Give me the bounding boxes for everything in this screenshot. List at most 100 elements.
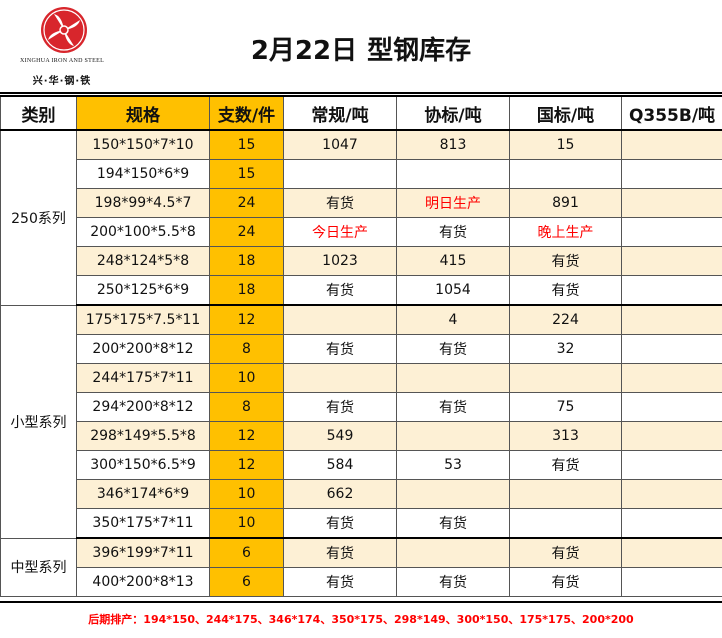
- regular-cell: 1047: [283, 129, 397, 160]
- table-row: 300*150*6.5*9 12 584 53 有货: [1, 450, 722, 480]
- table-row: 194*150*6*9 15: [1, 159, 722, 189]
- count-cell: 18: [209, 275, 284, 306]
- xinghua-logo-icon: [41, 7, 87, 53]
- assoc-cell: [396, 537, 510, 568]
- assoc-cell: 有货: [396, 508, 510, 539]
- count-cell: 10: [209, 479, 284, 509]
- spec-cell: 244*175*7*11: [76, 363, 210, 393]
- count-cell: 10: [209, 363, 284, 393]
- q355b-cell: [621, 304, 722, 335]
- national-cell: 224: [509, 304, 622, 335]
- sheet-header: XINGHUA IRON AND STEEL 兴·华·钢·铁 2月22日 型钢库存: [0, 0, 722, 94]
- assoc-cell: [396, 421, 510, 451]
- count-cell: 15: [209, 159, 284, 189]
- q355b-cell: [621, 479, 722, 509]
- col-header-count: 支数/件: [209, 95, 284, 131]
- spec-cell: 150*150*7*10: [76, 129, 210, 160]
- count-cell: 12: [209, 421, 284, 451]
- spec-cell: 194*150*6*9: [76, 159, 210, 189]
- table-row: 244*175*7*11 10: [1, 363, 722, 393]
- company-logo: XINGHUA IRON AND STEEL 兴·华·钢·铁: [6, 6, 118, 90]
- q355b-cell: [621, 450, 722, 480]
- spec-cell: 198*99*4.5*7: [76, 188, 210, 218]
- regular-cell: 有货: [283, 508, 397, 539]
- count-cell: 8: [209, 392, 284, 422]
- spec-cell: 175*175*7.5*11: [76, 304, 210, 335]
- regular-cell: 有货: [283, 537, 397, 568]
- col-header-category: 类别: [0, 95, 77, 131]
- table-row: 248*124*5*8 18 1023 415 有货: [1, 246, 722, 276]
- national-cell: [509, 508, 622, 539]
- q355b-cell: [621, 537, 722, 568]
- regular-cell: [283, 304, 397, 335]
- col-header-assoc: 协标/吨: [396, 95, 510, 131]
- assoc-cell: 明日生产: [396, 188, 510, 218]
- spec-cell: 346*174*6*9: [76, 479, 210, 509]
- table-row: 298*149*5.5*8 12 549 313: [1, 421, 722, 451]
- category-cell: 小型系列: [0, 304, 77, 539]
- count-cell: 8: [209, 334, 284, 364]
- assoc-cell: 1054: [396, 275, 510, 306]
- regular-cell: 584: [283, 450, 397, 480]
- regular-cell: 有货: [283, 275, 397, 306]
- assoc-cell: 415: [396, 246, 510, 276]
- spec-cell: 250*125*6*9: [76, 275, 210, 306]
- production-schedule-note: 后期排产：194*150、244*175、346*174、350*175、298…: [0, 601, 722, 638]
- q355b-cell: [621, 508, 722, 539]
- title-date: 2月22日: [250, 36, 358, 66]
- spec-cell: 298*149*5.5*8: [76, 421, 210, 451]
- q355b-cell: [621, 275, 722, 306]
- national-cell: [509, 363, 622, 393]
- assoc-cell: [396, 159, 510, 189]
- assoc-cell: 813: [396, 129, 510, 160]
- spec-cell: 400*200*8*13: [76, 567, 210, 597]
- regular-cell: 662: [283, 479, 397, 509]
- count-cell: 12: [209, 304, 284, 335]
- table-row: 250系列 150*150*7*10 15 1047 813 15: [0, 129, 722, 306]
- assoc-cell: 53: [396, 450, 510, 480]
- national-cell: 有货: [509, 275, 622, 306]
- table-row: 198*99*4.5*7 24 有货 明日生产 891: [1, 188, 722, 218]
- spec-cell: 200*200*8*12: [76, 334, 210, 364]
- q355b-cell: [621, 334, 722, 364]
- table-row: 200*200*8*12 8 有货 有货 32: [1, 334, 722, 364]
- header-row: 类别 规格 支数/件 常规/吨 协标/吨 国标/吨 Q355B/吨: [0, 95, 722, 131]
- count-cell: 6: [209, 537, 284, 568]
- regular-cell: [283, 363, 397, 393]
- regular-cell: 有货: [283, 334, 397, 364]
- q355b-cell: [621, 392, 722, 422]
- spec-cell: 294*200*8*12: [76, 392, 210, 422]
- table-row: 小型系列 175*175*7.5*11 12 4 224: [0, 304, 722, 539]
- national-cell: 313: [509, 421, 622, 451]
- table-row: 350*175*7*11 10 有货 有货: [1, 508, 722, 539]
- assoc-cell: [396, 479, 510, 509]
- national-cell: 75: [509, 392, 622, 422]
- table-row: 294*200*8*12 8 有货 有货 75: [1, 392, 722, 422]
- page-title: 2月22日 型钢库存: [0, 30, 722, 67]
- count-cell: 6: [209, 567, 284, 597]
- assoc-cell: 有货: [396, 217, 510, 247]
- q355b-cell: [621, 188, 722, 218]
- count-cell: 24: [209, 188, 284, 218]
- q355b-cell: [621, 129, 722, 160]
- q355b-cell: [621, 217, 722, 247]
- assoc-cell: 有货: [396, 334, 510, 364]
- q355b-cell: [621, 363, 722, 393]
- spec-cell: 350*175*7*11: [76, 508, 210, 539]
- col-header-spec: 规格: [76, 95, 210, 131]
- title-text: 型钢库存: [367, 36, 472, 66]
- regular-cell: [283, 159, 397, 189]
- count-cell: 12: [209, 450, 284, 480]
- q355b-cell: [621, 567, 722, 597]
- assoc-cell: 有货: [396, 567, 510, 597]
- assoc-cell: 4: [396, 304, 510, 335]
- q355b-cell: [621, 159, 722, 189]
- q355b-cell: [621, 421, 722, 451]
- regular-cell: 1023: [283, 246, 397, 276]
- regular-cell: 有货: [283, 567, 397, 597]
- col-header-national: 国标/吨: [509, 95, 622, 131]
- table-row: 346*174*6*9 10 662: [1, 479, 722, 509]
- regular-cell: 有货: [283, 188, 397, 218]
- table-row: 250*125*6*9 18 有货 1054 有货: [1, 275, 722, 306]
- spec-cell: 396*199*7*11: [76, 537, 210, 568]
